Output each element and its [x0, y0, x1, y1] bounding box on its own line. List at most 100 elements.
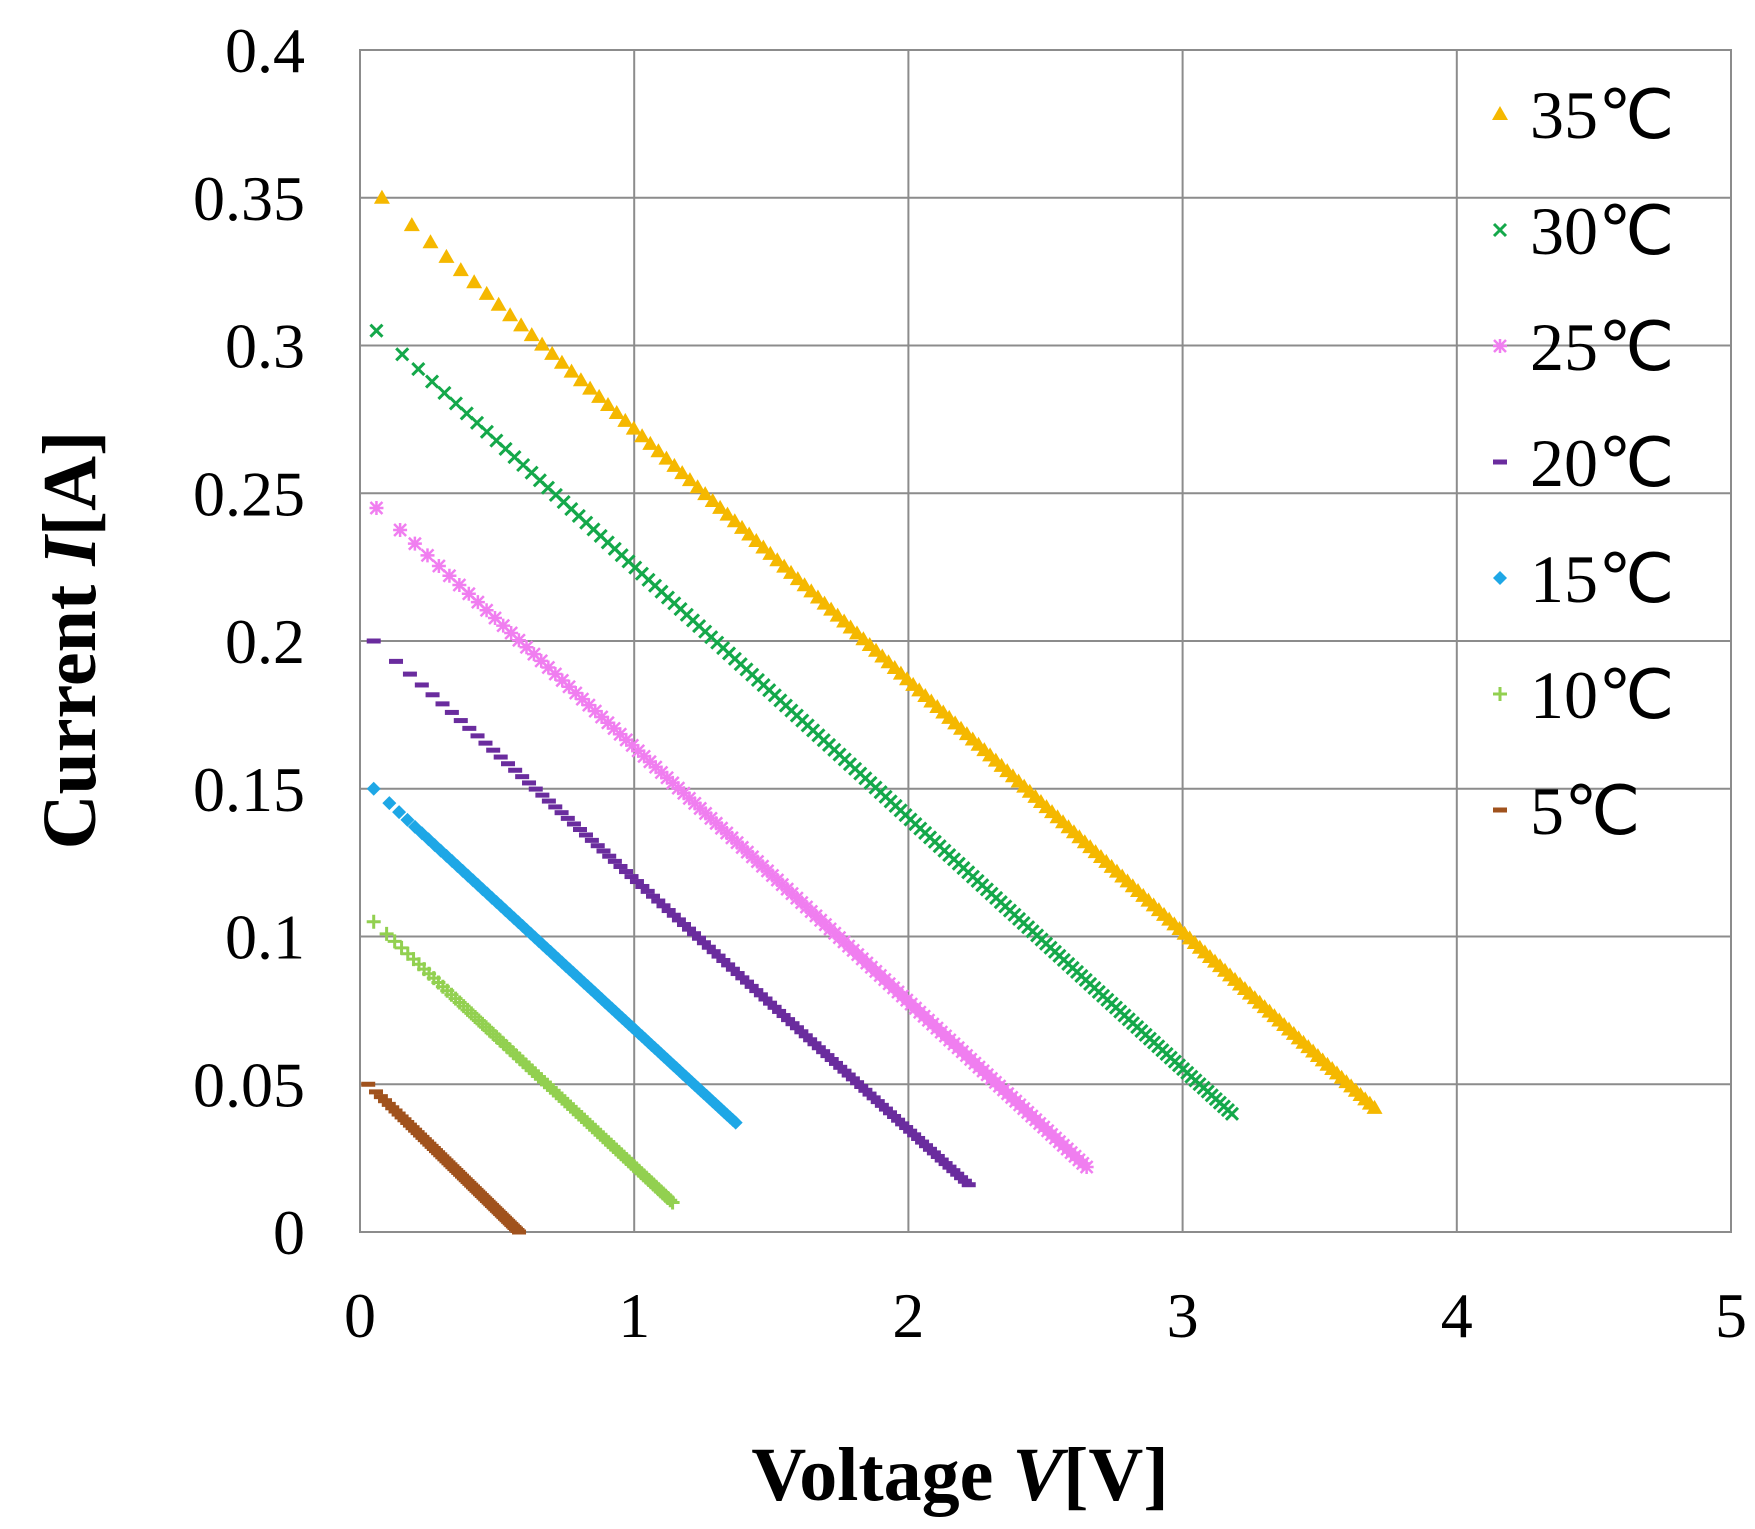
data-point — [763, 1000, 778, 1006]
data-point — [541, 660, 556, 675]
data-point — [640, 888, 655, 894]
data-point — [452, 577, 467, 592]
data-point — [448, 396, 463, 411]
data-point — [501, 761, 516, 767]
data-point — [950, 1171, 965, 1177]
data-point — [414, 682, 429, 688]
data-point — [437, 385, 452, 401]
data-point — [833, 1064, 848, 1070]
data-point — [395, 347, 410, 362]
data-point — [522, 780, 537, 786]
data-point — [385, 1105, 400, 1111]
data-point — [528, 786, 543, 792]
data-point — [796, 577, 813, 592]
data-point — [582, 380, 599, 395]
data-point — [534, 653, 549, 668]
data-point — [513, 317, 530, 332]
data-point — [785, 1021, 800, 1027]
data-point — [841, 1072, 856, 1078]
data-point — [407, 536, 422, 551]
data-point — [666, 457, 683, 472]
data-point — [548, 667, 563, 682]
data-point — [783, 564, 800, 579]
y-tick-label: 0 — [273, 1197, 305, 1268]
x-tick-label: 3 — [1167, 1280, 1199, 1351]
data-point — [656, 903, 671, 909]
data-point — [789, 1025, 804, 1031]
data-point — [744, 983, 759, 989]
data-point — [588, 704, 603, 719]
plot-frame — [359, 49, 1732, 1233]
data-point — [381, 1101, 396, 1107]
data-point — [824, 1057, 839, 1063]
data-point — [378, 1098, 393, 1104]
data-point — [776, 1013, 791, 1019]
data-point — [572, 372, 589, 387]
data-point — [572, 827, 587, 833]
data-point — [919, 1143, 934, 1149]
legend-item: 5℃ — [1493, 773, 1640, 849]
legend: 35℃ 30℃ 25℃ 20℃ 15℃ 10℃ 5℃ — [1492, 77, 1674, 849]
data-point — [431, 558, 446, 573]
data-point — [926, 1150, 941, 1156]
data-point — [961, 1182, 976, 1188]
data-point — [486, 747, 501, 753]
data-point — [393, 522, 408, 537]
data-point — [895, 1121, 910, 1127]
data-point — [548, 804, 563, 810]
data-point — [957, 1178, 972, 1184]
data-point — [682, 926, 697, 932]
legend-item: 25℃ — [1493, 309, 1674, 385]
data-point — [691, 935, 706, 941]
data-point — [711, 953, 726, 959]
data-point — [716, 958, 731, 964]
data-point — [387, 934, 402, 949]
data-point — [726, 513, 743, 528]
data-point — [581, 698, 596, 713]
data-point — [651, 898, 666, 904]
legend-label: 10℃ — [1530, 657, 1674, 733]
data-point — [607, 858, 622, 864]
data-point — [942, 1164, 957, 1170]
data-point — [820, 1053, 835, 1059]
data-point — [596, 848, 611, 854]
data-point — [642, 435, 659, 450]
data-point — [425, 692, 440, 698]
y-axis-title-prefix: Current — [28, 566, 112, 850]
data-point — [392, 805, 407, 820]
data-point — [400, 1119, 415, 1125]
data-point — [466, 274, 483, 289]
data-point — [803, 583, 820, 598]
data-point — [438, 248, 455, 263]
grid-layer — [359, 49, 1732, 1233]
y-tick-label: 0.15 — [193, 754, 305, 825]
y-tick-label: 0.05 — [193, 1049, 305, 1120]
data-point — [922, 1146, 937, 1152]
data-point — [568, 685, 583, 700]
data-point — [422, 234, 439, 249]
data-point — [748, 533, 765, 548]
data-point — [740, 979, 755, 985]
x-tick-label: 5 — [1715, 1280, 1747, 1351]
data-point — [541, 798, 556, 804]
data-point — [560, 815, 575, 821]
data-point — [411, 361, 426, 377]
data-point — [954, 1175, 969, 1181]
data-point — [600, 397, 617, 412]
tick-layer: 0 0.05 0.1 0.15 0.2 0.25 0.3 0.35 0.4 0 1 2 3 4 5 — [193, 15, 1747, 1351]
data-point — [845, 1076, 860, 1082]
x-tick-label: 1 — [618, 1280, 650, 1351]
data-point — [755, 539, 772, 554]
data-point — [665, 1195, 680, 1210]
legend-item: 35℃ — [1492, 77, 1674, 153]
legend-marker — [1493, 339, 1507, 353]
data-point — [619, 869, 634, 875]
legend-marker — [1493, 687, 1507, 701]
data-point — [816, 595, 833, 610]
data-point — [488, 611, 503, 626]
data-point — [584, 837, 599, 843]
data-point — [613, 863, 628, 869]
data-point — [519, 640, 534, 655]
data-point — [915, 1139, 930, 1145]
